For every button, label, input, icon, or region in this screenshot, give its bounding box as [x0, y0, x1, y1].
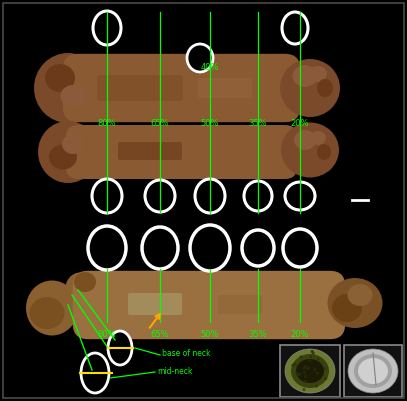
- Ellipse shape: [302, 388, 306, 391]
- Text: base of neck: base of neck: [162, 350, 210, 358]
- Ellipse shape: [317, 357, 320, 360]
- Ellipse shape: [311, 350, 313, 353]
- Ellipse shape: [309, 359, 311, 362]
- Ellipse shape: [26, 281, 78, 336]
- Ellipse shape: [81, 353, 109, 393]
- FancyBboxPatch shape: [97, 75, 183, 101]
- Ellipse shape: [309, 66, 327, 82]
- Bar: [344, 345, 402, 397]
- Ellipse shape: [29, 297, 64, 329]
- Ellipse shape: [348, 284, 372, 306]
- Ellipse shape: [34, 53, 102, 123]
- Ellipse shape: [300, 355, 302, 358]
- Ellipse shape: [304, 375, 307, 378]
- Text: 20%: 20%: [291, 119, 309, 128]
- FancyBboxPatch shape: [66, 125, 297, 179]
- Ellipse shape: [142, 227, 178, 269]
- Text: 80%: 80%: [98, 330, 116, 339]
- Ellipse shape: [310, 131, 326, 145]
- Ellipse shape: [324, 377, 327, 380]
- Ellipse shape: [280, 59, 340, 117]
- Text: 65%: 65%: [151, 119, 169, 128]
- Ellipse shape: [285, 182, 315, 210]
- Ellipse shape: [332, 294, 362, 322]
- FancyBboxPatch shape: [118, 142, 182, 160]
- Ellipse shape: [313, 368, 317, 371]
- Ellipse shape: [282, 12, 308, 44]
- Ellipse shape: [304, 365, 307, 368]
- Ellipse shape: [45, 64, 75, 92]
- Ellipse shape: [348, 349, 398, 393]
- Text: 65%: 65%: [151, 330, 169, 339]
- Ellipse shape: [49, 144, 77, 170]
- Ellipse shape: [312, 352, 315, 355]
- Text: 20%: 20%: [291, 330, 309, 339]
- Ellipse shape: [65, 273, 95, 308]
- Text: 40%: 40%: [201, 63, 219, 72]
- Ellipse shape: [93, 11, 121, 45]
- Ellipse shape: [307, 367, 311, 369]
- FancyBboxPatch shape: [63, 54, 300, 122]
- Ellipse shape: [88, 226, 126, 270]
- Ellipse shape: [309, 355, 312, 358]
- Ellipse shape: [195, 179, 225, 213]
- Ellipse shape: [311, 350, 314, 353]
- Text: 35%: 35%: [249, 330, 267, 339]
- Ellipse shape: [323, 367, 326, 370]
- FancyBboxPatch shape: [50, 295, 90, 325]
- Text: mid-neck: mid-neck: [157, 367, 193, 377]
- Ellipse shape: [298, 373, 301, 376]
- Ellipse shape: [108, 331, 132, 365]
- FancyBboxPatch shape: [128, 293, 182, 315]
- Ellipse shape: [293, 65, 317, 87]
- Ellipse shape: [304, 380, 307, 383]
- Ellipse shape: [294, 362, 297, 365]
- Ellipse shape: [61, 85, 85, 107]
- Ellipse shape: [297, 373, 300, 376]
- Ellipse shape: [296, 359, 324, 383]
- Text: 35%: 35%: [249, 119, 267, 128]
- Ellipse shape: [315, 385, 318, 388]
- Ellipse shape: [291, 354, 329, 388]
- Ellipse shape: [244, 181, 272, 211]
- Ellipse shape: [285, 16, 305, 34]
- FancyBboxPatch shape: [198, 78, 252, 98]
- Ellipse shape: [92, 179, 122, 213]
- Ellipse shape: [62, 134, 84, 154]
- Bar: [280, 345, 340, 397]
- Ellipse shape: [38, 121, 98, 183]
- Ellipse shape: [291, 364, 294, 367]
- Ellipse shape: [358, 358, 388, 384]
- FancyBboxPatch shape: [73, 271, 345, 339]
- Text: 80%: 80%: [98, 119, 116, 128]
- Ellipse shape: [190, 225, 230, 271]
- Text: 50%: 50%: [201, 119, 219, 128]
- Ellipse shape: [145, 180, 175, 212]
- Ellipse shape: [281, 122, 339, 178]
- Ellipse shape: [306, 367, 309, 370]
- Ellipse shape: [354, 354, 392, 388]
- Ellipse shape: [316, 371, 319, 374]
- Ellipse shape: [328, 278, 383, 328]
- Ellipse shape: [317, 144, 331, 160]
- Ellipse shape: [295, 371, 298, 375]
- Ellipse shape: [74, 272, 96, 292]
- Ellipse shape: [294, 130, 316, 150]
- Ellipse shape: [285, 349, 335, 393]
- Ellipse shape: [283, 229, 317, 267]
- Ellipse shape: [187, 44, 213, 72]
- Ellipse shape: [302, 367, 306, 370]
- Ellipse shape: [242, 230, 274, 266]
- Ellipse shape: [303, 371, 306, 374]
- Text: 50%: 50%: [201, 330, 219, 339]
- Ellipse shape: [317, 79, 333, 97]
- FancyBboxPatch shape: [218, 295, 262, 314]
